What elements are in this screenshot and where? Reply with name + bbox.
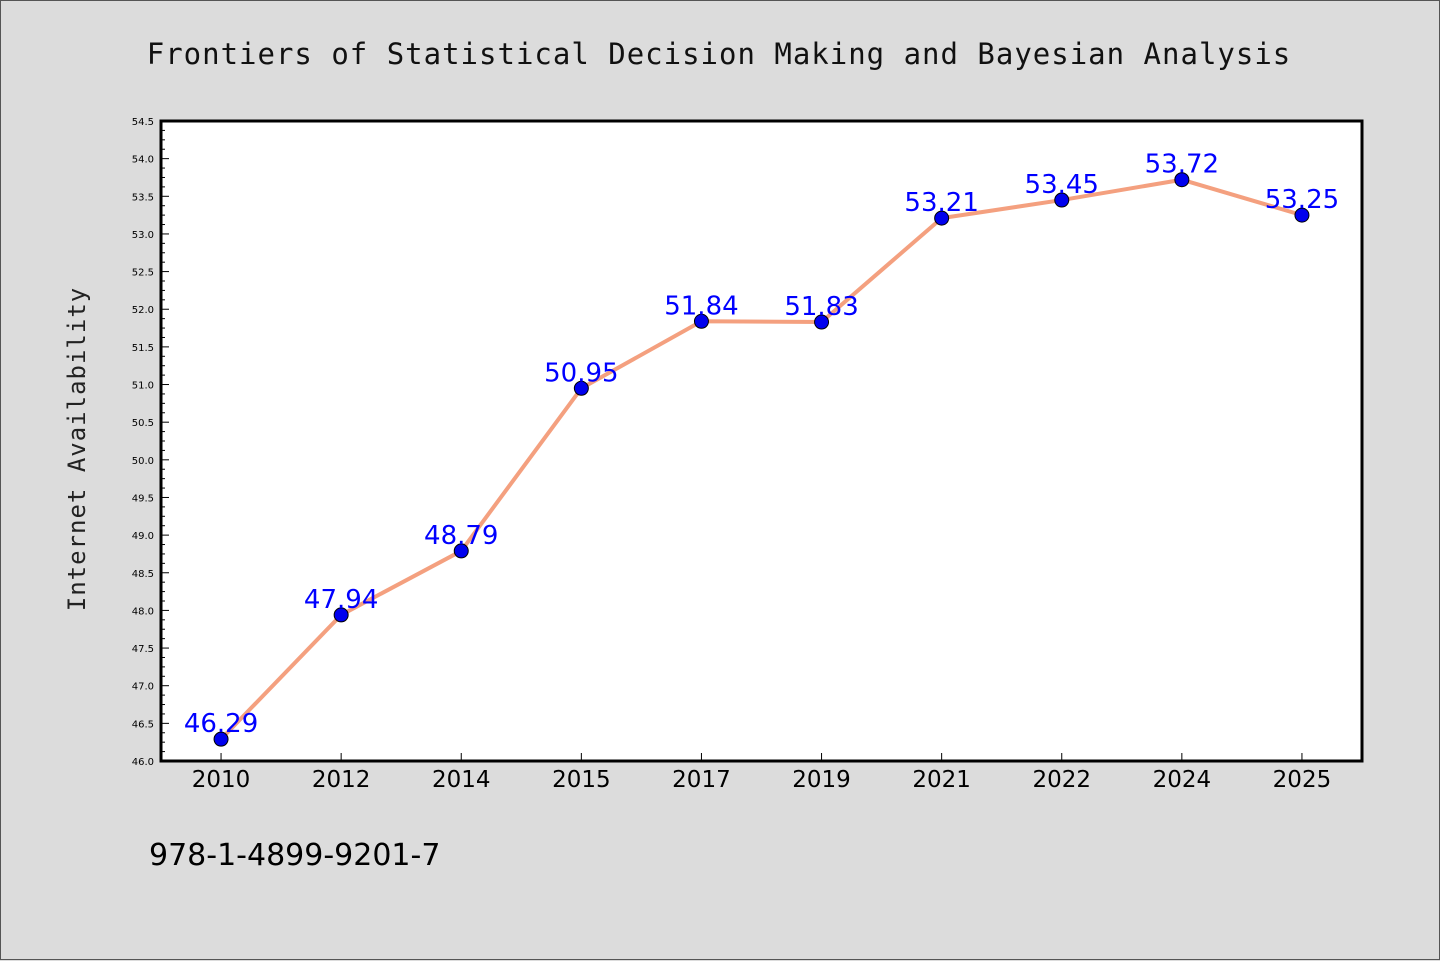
x-tick-label: 2022 (1032, 767, 1091, 793)
data-markers (213, 172, 1310, 747)
y-tick-label: 51.5 (132, 343, 154, 354)
plot-area (161, 121, 1362, 761)
data-label: 53.25 (1265, 185, 1339, 215)
x-tick-label: 2021 (912, 767, 971, 793)
y-tick-label: 49.5 (132, 493, 154, 504)
data-point (213, 731, 229, 747)
data-point (1174, 172, 1190, 188)
y-tick-label: 50.5 (132, 418, 154, 429)
x-tick-label: 2024 (1153, 767, 1212, 793)
data-point (573, 380, 589, 396)
y-tick-label: 53.5 (132, 192, 154, 203)
y-tick-label: 46.5 (132, 719, 154, 730)
data-label: 46.29 (184, 709, 258, 739)
x-tick-label: 2019 (792, 767, 851, 793)
isbn-label: 978-1-4899-9201-7 (149, 838, 440, 873)
x-tick-label: 2014 (432, 767, 491, 793)
y-tick-label: 52.0 (132, 305, 154, 316)
data-label: 53.45 (1025, 170, 1099, 200)
x-tick-label: 2010 (192, 767, 251, 793)
y-tick-label: 54.5 (132, 117, 154, 128)
y-tick-label: 47.0 (132, 682, 154, 693)
y-tick-label: 54.0 (132, 155, 154, 166)
x-tick-label: 2012 (312, 767, 371, 793)
plot-border (159, 119, 1364, 763)
data-point (453, 543, 469, 559)
y-tick-label: 48.0 (132, 606, 154, 617)
data-label: 47.94 (304, 585, 378, 615)
data-label: 53.21 (904, 188, 978, 218)
y-tick-label: 49.0 (132, 531, 154, 542)
y-tick-label: 47.5 (132, 644, 154, 655)
data-label: 51.84 (664, 291, 738, 321)
data-point (934, 210, 950, 226)
y-tick-label: 51.0 (132, 381, 154, 392)
y-tick-label: 48.5 (132, 569, 154, 580)
x-tick-label: 2017 (672, 767, 731, 793)
y-axis-ticks: 46.0 46.5 47.0 47.5 48.0 48.5 49.0 49.5 50.0 50.5… (132, 117, 169, 768)
x-tick-label: 2025 (1273, 767, 1332, 793)
data-point (814, 314, 830, 330)
data-point (693, 313, 709, 329)
data-label: 53.72 (1145, 150, 1219, 180)
series-line (219, 177, 1303, 741)
y-tick-label: 50.0 (132, 456, 154, 467)
data-label: 48.79 (424, 521, 498, 551)
data-point (333, 607, 349, 623)
data-labels: 46.29 47.94 48.79 50.95 51.84 51.83 53.21 53.45… (184, 150, 1339, 739)
data-point (1294, 207, 1310, 223)
x-axis-ticks: 2010 2012 2014 2015 2017 2019 2021 2022 2024 2025 (192, 753, 1331, 793)
y-tick-label: 46.0 (132, 757, 154, 768)
data-label: 51.83 (784, 292, 858, 322)
chart-title: Frontiers of Statistical Decision Making… (147, 37, 1292, 71)
data-label: 50.95 (544, 358, 618, 388)
y-tick-label: 52.5 (132, 268, 154, 279)
data-point (1054, 192, 1070, 208)
series-line-group (219, 177, 1303, 741)
x-tick-label: 2015 (552, 767, 611, 793)
y-axis-label: Internet Availability (63, 287, 91, 611)
y-tick-label: 53.0 (132, 230, 154, 241)
